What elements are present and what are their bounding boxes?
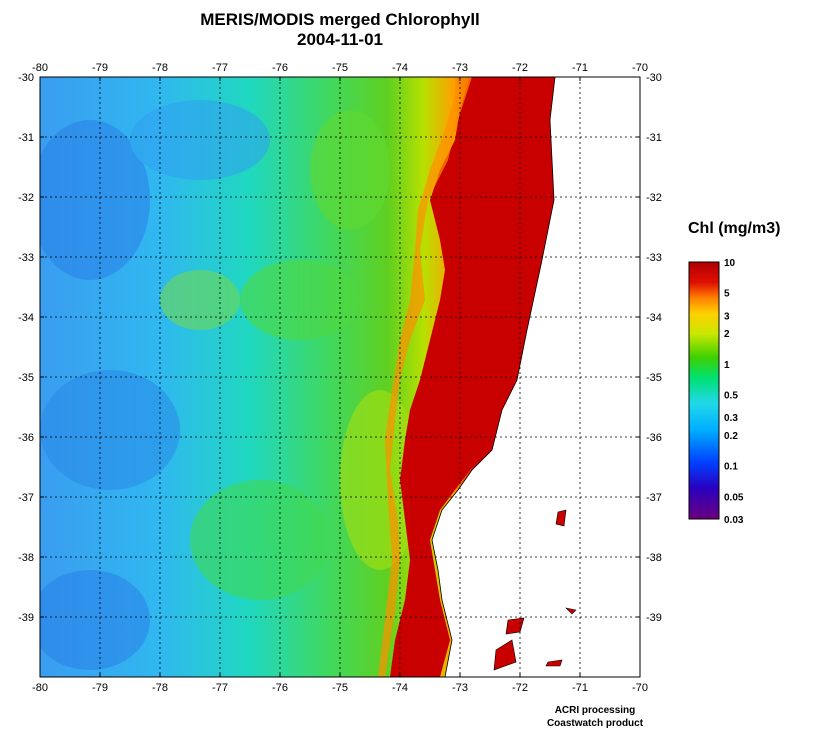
lon-tick-label: -74	[392, 682, 408, 694]
lon-tick-label: -80	[32, 62, 48, 74]
colorbar-tick-label: 3	[724, 311, 730, 322]
offshore-features	[493, 509, 577, 671]
lat-tick-label: -33	[18, 252, 34, 264]
lon-tick-label: -71	[572, 62, 588, 74]
credits-line-1: ACRI processing	[554, 705, 636, 716]
map-area	[40, 77, 640, 677]
colorbar-tick-label: 0.05	[724, 492, 744, 503]
lat-tick-label: -34	[18, 312, 34, 324]
lat-tick-label: -36	[18, 432, 34, 444]
lon-tick-label: -73	[452, 682, 468, 694]
lat-tick-label: -38	[18, 552, 34, 564]
lon-tick-label: -77	[212, 62, 228, 74]
credits: ACRI processing Coastwatch product	[520, 704, 670, 730]
colorbar-tick-label: 0.1	[724, 462, 738, 473]
lon-tick-label: -72	[512, 682, 528, 694]
lon-tick-label: -71	[572, 682, 588, 694]
colorbar-tick-label: 5	[724, 289, 730, 300]
lon-tick-label: -70	[632, 62, 648, 74]
lat-tick-label: -32	[646, 192, 662, 204]
axis-ticks: -80 -80 -79 -79 -78 -78 -77 -77 -76 -76 -75 -75 -74 -…	[18, 62, 662, 694]
lon-tick-label: -76	[272, 62, 288, 74]
low-chlorophyll-patches	[40, 100, 270, 670]
mid-chlorophyll-patches	[160, 110, 420, 600]
lon-tick-label: -77	[212, 682, 228, 694]
lat-tick-label: -34	[646, 312, 662, 324]
lat-tick-label: -33	[646, 252, 662, 264]
lon-tick-label: -80	[32, 682, 48, 694]
lon-tick-label: -76	[272, 682, 288, 694]
map-date: 2004-11-01	[296, 30, 384, 49]
colorbar-ticks: 10 5 3 2 1 0.5 0.3 0.2 0.1 0.05 0.03	[724, 258, 744, 526]
lat-tick-label: -37	[646, 492, 662, 504]
colorbar-tick-label: 1	[724, 360, 730, 371]
colorbar-tick-label: 0.2	[724, 431, 738, 442]
colorbar-tick-label: 0.3	[724, 413, 738, 424]
lat-tick-label: -30	[646, 72, 662, 84]
lat-tick-label: -32	[18, 192, 34, 204]
lat-tick-label: -39	[646, 612, 662, 624]
colorbar-tick-label: 0.03	[724, 515, 744, 526]
lat-tick-label: -31	[646, 132, 662, 144]
lon-tick-label: -72	[512, 62, 528, 74]
colorbar	[688, 261, 720, 520]
lat-tick-label: -36	[646, 432, 662, 444]
map-title: MERIS/MODIS merged Chlorophyll	[200, 10, 480, 29]
lon-tick-label: -74	[392, 62, 408, 74]
graticule	[40, 77, 640, 677]
lat-tick-label: -31	[18, 132, 34, 144]
credits-line-2: Coastwatch product	[546, 718, 644, 729]
lat-tick-label: -35	[18, 372, 34, 384]
lon-tick-label: -75	[332, 682, 348, 694]
lon-tick-label: -75	[332, 62, 348, 74]
lon-tick-label: -79	[92, 62, 108, 74]
colorbar-tick-label: 10	[724, 258, 736, 269]
lon-tick-label: -78	[152, 682, 168, 694]
lat-tick-label: -39	[18, 612, 34, 624]
lat-tick-label: -37	[18, 492, 34, 504]
lat-tick-label: -35	[646, 372, 662, 384]
colorbar-tick-label: 0.5	[724, 391, 738, 402]
lon-tick-label: -78	[152, 62, 168, 74]
lon-tick-label: -73	[452, 62, 468, 74]
lon-tick-label: -79	[92, 682, 108, 694]
colorbar-tick-label: 2	[724, 329, 730, 340]
lon-tick-label: -70	[632, 682, 648, 694]
lat-tick-label: -38	[646, 552, 662, 564]
lat-tick-label: -30	[18, 72, 34, 84]
colorbar-title: Chl (mg/m3)	[688, 220, 781, 237]
